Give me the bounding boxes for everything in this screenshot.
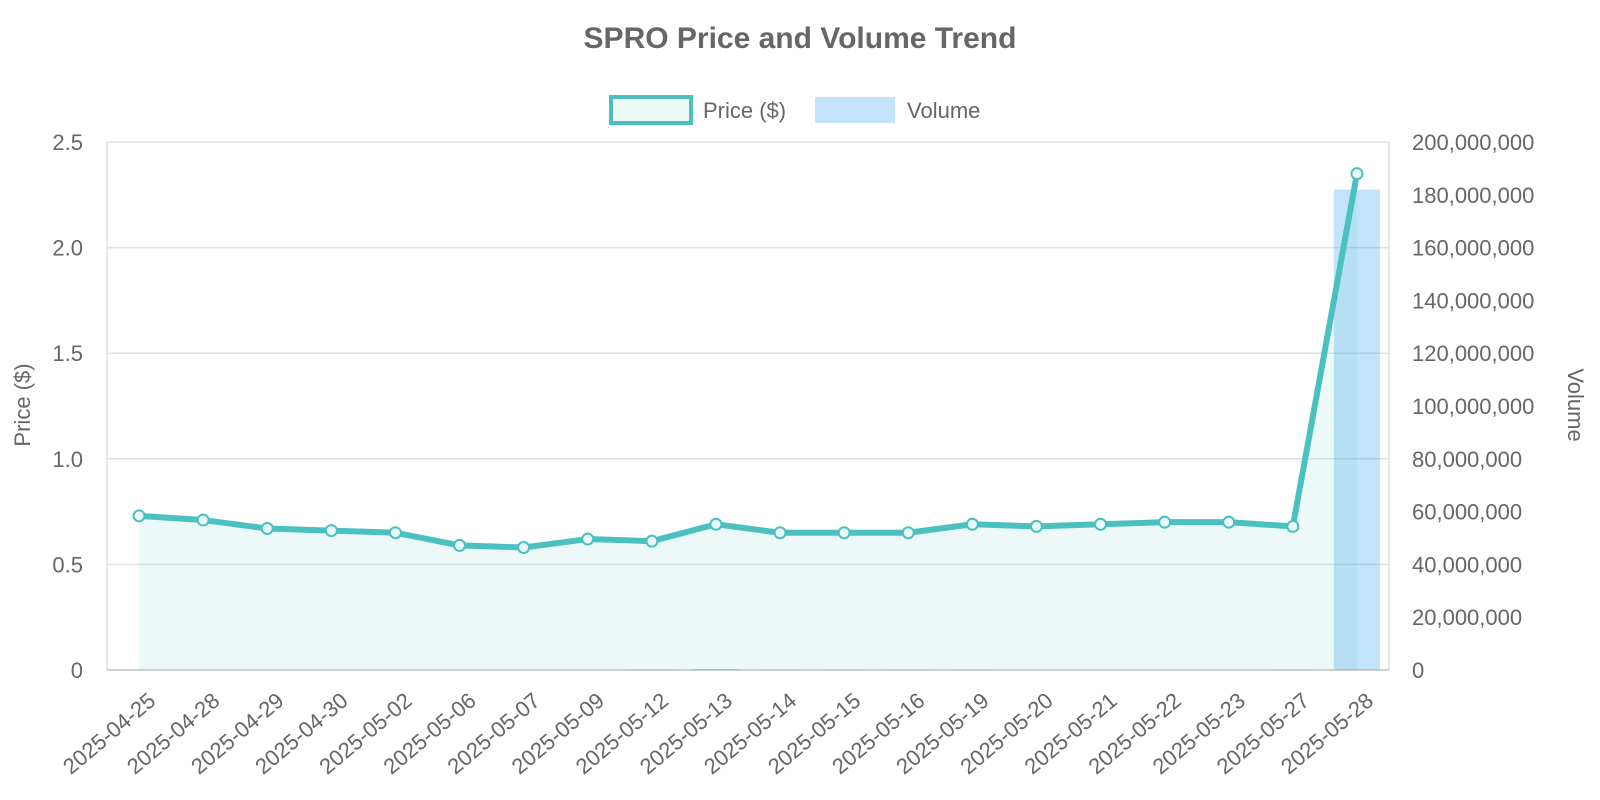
price-point-2025-04-29	[260, 521, 274, 535]
y-right-tick-6: 120,000,000	[1412, 341, 1534, 366]
chart-title: SPRO Price and Volume Trend	[584, 22, 1017, 55]
price-line-group	[136, 170, 1360, 551]
y-right-tick-2: 40,000,000	[1412, 552, 1522, 577]
legend-label-volume: Volume	[907, 98, 980, 123]
price-point-2025-05-28	[1350, 167, 1364, 181]
y-right-tick-8: 160,000,000	[1412, 236, 1534, 261]
price-point-2025-05-09	[581, 532, 595, 546]
y-right-tick-7: 140,000,000	[1412, 288, 1534, 313]
grid-lines	[106, 141, 1390, 671]
price-point-2025-04-25	[132, 509, 146, 523]
y-left-tick-5: 2.5	[52, 130, 83, 155]
legend-item-volume[interactable]: Volume	[815, 97, 980, 123]
y-right-tick-0: 0	[1412, 658, 1424, 683]
legend: Price ($) Volume	[609, 95, 980, 125]
price-point-2025-04-30	[324, 524, 338, 538]
price-point-2025-05-15	[837, 526, 851, 540]
y-right-tick-3: 60,000,000	[1412, 500, 1522, 525]
y-right-tick-10: 200,000,000	[1412, 130, 1534, 155]
price-point-2025-05-23	[1222, 515, 1236, 529]
y-right-tick-9: 180,000,000	[1412, 183, 1534, 208]
price-point-2025-05-12	[645, 534, 659, 548]
legend-swatch-price	[609, 95, 693, 125]
price-area-fill	[139, 173, 1357, 670]
price-point-2025-05-07	[517, 541, 531, 555]
y-right-tick-1: 20,000,000	[1412, 605, 1522, 630]
y-right-axis-title: Volume	[1563, 368, 1588, 441]
y-right-tick-5: 100,000,000	[1412, 394, 1534, 419]
y-left-tick-0: 0	[71, 658, 83, 683]
legend-label-price: Price ($)	[703, 98, 786, 123]
price-area	[139, 173, 1357, 670]
y-right-tick-4: 80,000,000	[1412, 447, 1522, 472]
y-left-tick-labels: 0 0.5 1.0 1.5 2.0 2.5	[52, 130, 83, 683]
y-right-tick-labels: 0 20,000,000 40,000,000 60,000,000 80,000,00…	[1412, 130, 1534, 683]
price-point-2025-05-22	[1158, 515, 1172, 529]
price-point-2025-05-02	[388, 526, 402, 540]
x-tick-labels: 2025-04-252025-04-282025-04-292025-04-30…	[58, 688, 1378, 779]
y-left-tick-2: 1.0	[52, 447, 83, 472]
y-left-axis-title: Price ($)	[10, 363, 35, 446]
price-line	[136, 170, 1360, 551]
price-point-2025-05-20	[1029, 519, 1043, 533]
legend-swatch-volume	[815, 97, 895, 123]
y-left-tick-3: 1.5	[52, 341, 83, 366]
price-points	[132, 167, 1364, 555]
price-point-2025-05-19	[965, 517, 979, 531]
price-point-2025-05-06	[453, 538, 467, 552]
price-point-2025-05-14	[773, 526, 787, 540]
price-point-2025-05-13	[709, 517, 723, 531]
price-point-2025-05-27	[1286, 519, 1300, 533]
y-left-tick-4: 2.0	[52, 236, 83, 261]
price-point-2025-05-16	[901, 526, 915, 540]
y-left-tick-1: 0.5	[52, 552, 83, 577]
price-point-2025-04-28	[196, 513, 210, 527]
volume-bar-2025-05-13	[692, 668, 740, 670]
legend-item-price[interactable]: Price ($)	[609, 95, 786, 125]
price-point-2025-05-21	[1094, 517, 1108, 531]
